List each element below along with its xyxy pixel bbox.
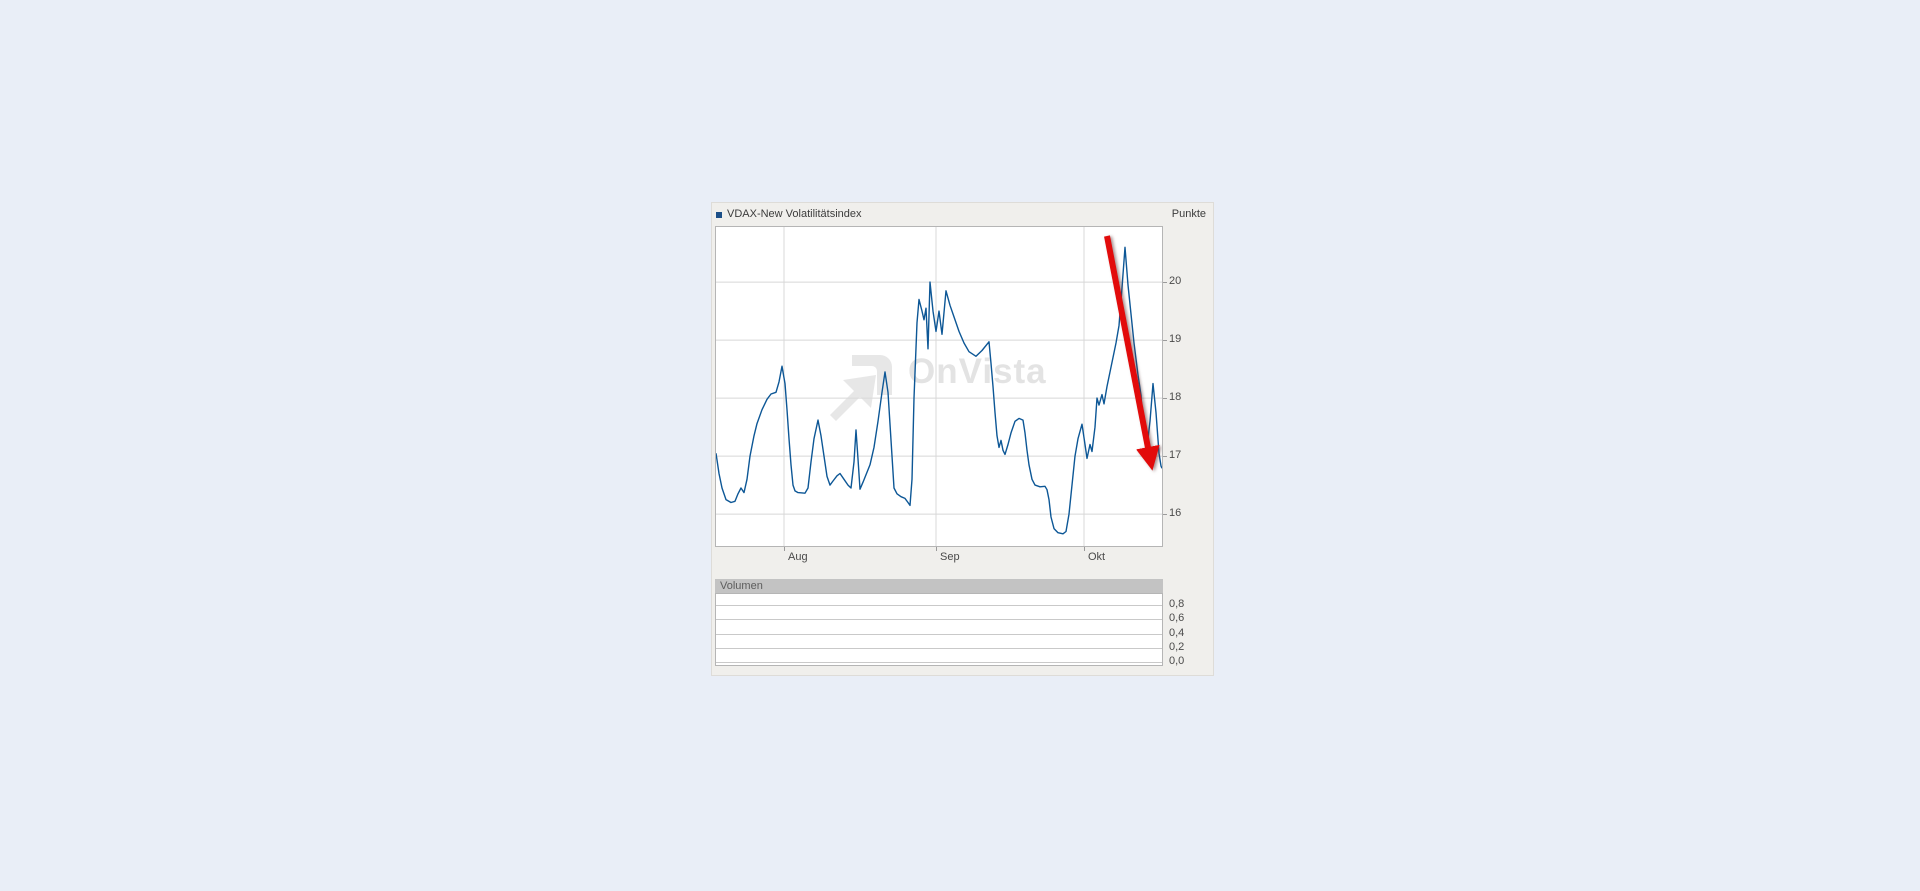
volume-plot-area <box>715 593 1163 666</box>
volume-tick-label: 0,8 <box>1169 598 1185 610</box>
volume-tick-label: 0,6 <box>1169 612 1185 624</box>
series-bullet-icon <box>716 211 722 218</box>
y-tick-mark <box>1163 340 1167 341</box>
y-tick-mark <box>1163 514 1167 515</box>
volume-gridline <box>716 619 1162 620</box>
chart-header: VDAX-New Volatilitätsindex Punkte <box>715 206 1206 222</box>
y-tick-label: 20 <box>1169 275 1182 287</box>
y-tick-mark <box>1163 398 1167 399</box>
y-axis-unit-label: Punkte <box>1171 208 1206 220</box>
y-tick-label: 17 <box>1169 449 1182 461</box>
volume-tick-label: 0,4 <box>1169 627 1185 639</box>
volume-gridline <box>716 605 1162 606</box>
volume-gridline <box>716 648 1162 649</box>
price-line <box>716 246 1162 535</box>
x-tick-label: Sep <box>940 551 960 563</box>
price-chart-svg <box>716 227 1162 546</box>
volume-tick-label: 0,2 <box>1169 641 1185 653</box>
x-tick-label: Okt <box>1088 551 1106 563</box>
volume-section: Volumen <box>715 579 1165 666</box>
chart-title: VDAX-New Volatilitätsindex <box>727 208 862 220</box>
y-tick-label: 19 <box>1169 333 1182 345</box>
volume-tick-label: 0,0 <box>1169 655 1185 667</box>
x-tick-mark <box>1084 547 1085 551</box>
red-trend-arrow <box>1104 235 1160 471</box>
y-tick-label: 18 <box>1169 391 1182 403</box>
x-tick-label: Aug <box>788 551 808 563</box>
y-tick-mark <box>1163 282 1167 283</box>
chart-panel: VDAX-New Volatilitätsindex Punkte OnVist… <box>711 202 1214 676</box>
price-plot-area: OnVista <box>715 226 1163 547</box>
volume-header: Volumen <box>715 579 1163 593</box>
volume-gridline <box>716 634 1162 635</box>
x-tick-mark <box>936 547 937 551</box>
y-tick-label: 16 <box>1169 507 1182 519</box>
y-tick-mark <box>1163 456 1167 457</box>
x-tick-mark <box>784 547 785 551</box>
volume-gridline <box>716 662 1162 663</box>
